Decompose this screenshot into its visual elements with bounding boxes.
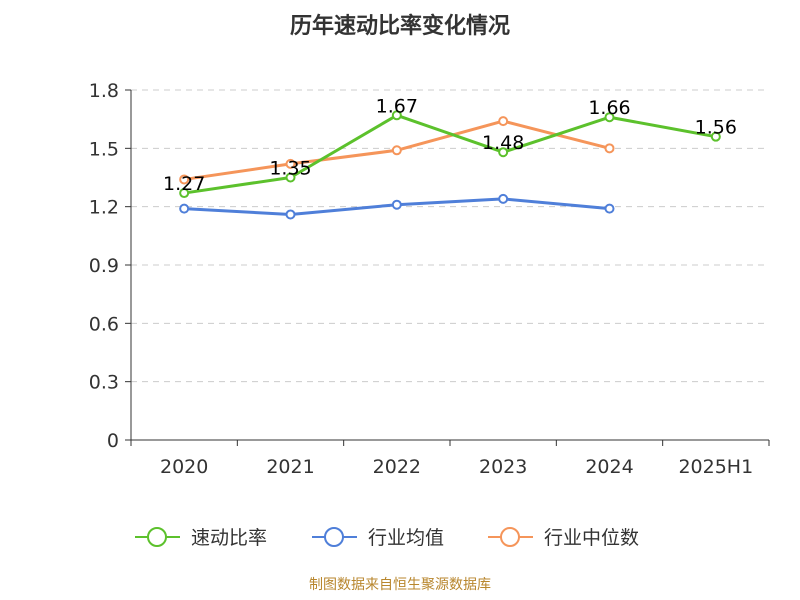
x-tick-label-5: 2025H1 (678, 456, 753, 478)
x-tick-label-1: 2021 (266, 456, 314, 478)
series-2-point-3[interactable] (498, 116, 509, 127)
series-0-point-2[interactable] (391, 110, 402, 121)
series-1-point-1[interactable] (285, 209, 296, 220)
y-tick-label-3: 0.9 (89, 255, 119, 277)
x-tick-label-0: 2020 (160, 456, 208, 478)
legend-item-1[interactable]: 行业均值 (312, 527, 444, 549)
series-line-0 (183, 113, 717, 195)
series-1-point-4[interactable] (604, 203, 615, 214)
series-1-point-3[interactable] (498, 193, 509, 204)
x-tick-label-3: 2023 (479, 456, 527, 478)
series-1-point-2[interactable] (391, 199, 402, 210)
series-lines (179, 110, 721, 220)
series-0-point-4[interactable] (604, 112, 615, 123)
legend-item-2[interactable]: 行业中位数 (488, 527, 639, 549)
legend-swatch-marker-1 (324, 527, 344, 547)
series-0-point-0[interactable] (179, 188, 190, 199)
series-2-point-1[interactable] (285, 158, 296, 169)
x-tick-label-4: 2024 (585, 456, 633, 478)
data-label-4: 1.66 (588, 97, 630, 119)
legend-swatch-marker-2 (500, 527, 520, 547)
series-2-point-2[interactable] (391, 145, 402, 156)
legend-label-1: 行业均值 (368, 527, 444, 549)
y-tick-label-6: 1.8 (89, 80, 119, 102)
y-tick-label-2: 0.6 (89, 313, 119, 335)
data-label-2: 1.67 (376, 95, 418, 117)
axes: 0 0.3 0.6 0.9 1.2 1.5 1.8 2020 2021 2022 2023 2024 2… (89, 80, 770, 478)
data-label-0: 1.27 (163, 173, 205, 195)
data-label-3: 1.48 (482, 132, 524, 154)
source-note: 制图数据来自恒生聚源数据库 (309, 577, 491, 593)
series-0-point-3[interactable] (498, 147, 509, 158)
y-tick-label-1: 0.3 (89, 372, 119, 394)
y-tick-label-0: 0 (107, 430, 119, 452)
data-label-5: 1.56 (695, 117, 737, 139)
legend-swatch-marker-0 (147, 527, 167, 547)
data-labels: 1.27 1.35 1.67 1.48 1.66 1.56 (163, 95, 737, 195)
x-tick-label-2: 2022 (373, 456, 421, 478)
gridlines (131, 89, 769, 383)
legend-label-0: 速动比率 (191, 527, 267, 549)
y-tick-label-4: 1.2 (89, 197, 119, 219)
legend-label-2: 行业中位数 (544, 527, 639, 549)
series-1-point-0[interactable] (179, 203, 190, 214)
legend[interactable]: 速动比率 行业均值 行业中位数 (135, 527, 639, 549)
series-0-point-1[interactable] (285, 172, 296, 183)
data-label-1: 1.35 (269, 158, 311, 180)
chart-title: 历年速动比率变化情况 (290, 13, 510, 39)
series-0-point-5[interactable] (710, 131, 721, 142)
y-tick-label-5: 1.5 (89, 138, 119, 160)
series-2-point-4[interactable] (604, 143, 615, 154)
series-2-point-0[interactable] (179, 174, 190, 185)
legend-item-0[interactable]: 速动比率 (135, 527, 267, 549)
